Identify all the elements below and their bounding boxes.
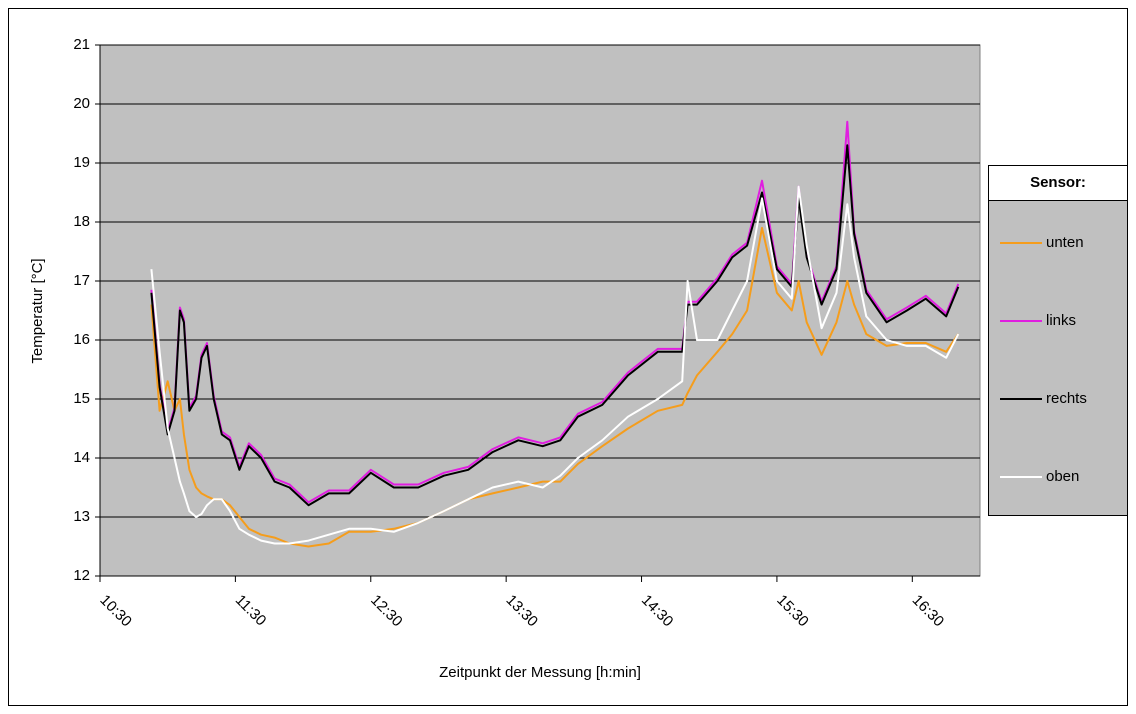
legend-label: rechts <box>1046 390 1087 407</box>
y-tick-label: 19 <box>73 154 90 171</box>
legend-title-box <box>988 165 1128 201</box>
legend <box>988 200 1128 516</box>
y-tick-label: 14 <box>73 449 90 466</box>
legend-label: links <box>1046 312 1076 329</box>
y-tick-label: 18 <box>73 213 90 230</box>
series-line <box>150 226 960 548</box>
y-tick-label: 20 <box>73 95 90 112</box>
series-line <box>150 144 960 507</box>
legend-label: oben <box>1046 468 1079 485</box>
series-line <box>150 185 960 545</box>
x-axis-title: Zeitpunkt der Messung [h:min] <box>439 664 641 681</box>
legend-title: Sensor: <box>1030 174 1086 191</box>
y-axis-title: Temperatur [°C] <box>29 258 46 363</box>
legend-label: unten <box>1046 234 1084 251</box>
y-tick-label: 17 <box>73 272 90 289</box>
y-tick-label: 15 <box>73 390 90 407</box>
y-tick-label: 16 <box>73 331 90 348</box>
y-tick-label: 13 <box>73 508 90 525</box>
y-tick-label: 21 <box>73 36 90 53</box>
y-tick-label: 12 <box>73 567 90 584</box>
